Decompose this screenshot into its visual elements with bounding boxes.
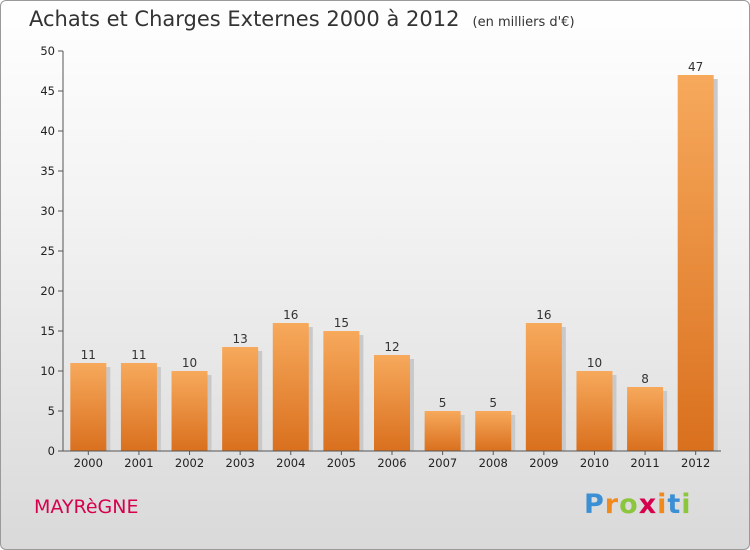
y-tick-label: 25 [40,244,55,258]
y-tick-label: 50 [40,44,55,58]
y-tick-label: 45 [40,84,55,98]
x-tick-label: 2010 [580,456,609,470]
logo-letter: P [584,489,605,520]
data-label: 13 [233,332,248,346]
commune-name: MAYRèGNE [34,496,139,518]
bar [120,363,157,451]
x-tick-label: 2007 [428,456,457,470]
bar [222,347,259,451]
data-label: 15 [334,316,349,330]
x-tick-label: 2011 [630,456,659,470]
logo-letter: i [681,489,692,520]
data-label: 11 [81,348,96,362]
data-label: 47 [688,60,703,74]
axes-group: 0 5 10 15 20 25 30 35 40 45 50 2000 2001 2002 2003 2004… [40,44,721,470]
data-label: 10 [182,356,197,370]
bar [525,323,562,451]
data-label: 12 [384,340,399,354]
y-tick-label: 30 [40,204,55,218]
y-tick-label: 35 [40,164,55,178]
title-row: Achats et Charges Externes 2000 à 2012 (… [29,7,575,31]
x-tick-label: 2008 [479,456,508,470]
logo-letter: t [667,489,682,520]
bar [323,331,360,451]
bar [576,371,613,451]
bar [171,371,208,451]
x-tick-label: 2005 [327,456,356,470]
y-tick-label: 15 [40,324,55,338]
bar [272,323,309,451]
y-tick-label: 20 [40,284,55,298]
data-label: 11 [131,348,146,362]
x-tick-label: 2004 [276,456,305,470]
logo-letter: i [657,489,668,520]
y-tick-label: 10 [40,364,55,378]
logo-letter: o [619,489,639,520]
bar [374,355,410,451]
data-label: 5 [489,396,497,410]
x-tick-label: 2012 [681,456,710,470]
y-tick-label: 40 [40,124,55,138]
bars-group: 11 11 10 13 16 15 12 5 5 16 10 8 47 [70,60,718,451]
chart-subtitle: (en milliers d'€) [472,15,575,30]
bar [475,411,512,451]
x-tick-label: 2006 [377,456,406,470]
x-tick-label: 2003 [226,456,255,470]
data-label: 8 [641,372,649,386]
bar [677,75,714,451]
bar [424,411,461,451]
x-tick-label: 2002 [175,456,204,470]
x-tick-label: 2001 [124,456,153,470]
x-tick-label: 2000 [74,456,103,470]
bar [627,387,664,451]
proxiti-logo: Proxiti [584,489,692,520]
bar [70,363,107,451]
x-tick-label: 2009 [529,456,558,470]
data-label: 16 [536,308,551,322]
chart-title: Achats et Charges Externes 2000 à 2012 [29,7,460,31]
logo-letter: x [638,489,658,520]
data-label: 5 [439,396,447,410]
logo-letter: r [604,489,620,520]
data-label: 16 [283,308,298,322]
y-tick-label: 5 [48,404,55,418]
data-label: 10 [587,356,602,370]
y-tick-label: 0 [48,444,55,458]
